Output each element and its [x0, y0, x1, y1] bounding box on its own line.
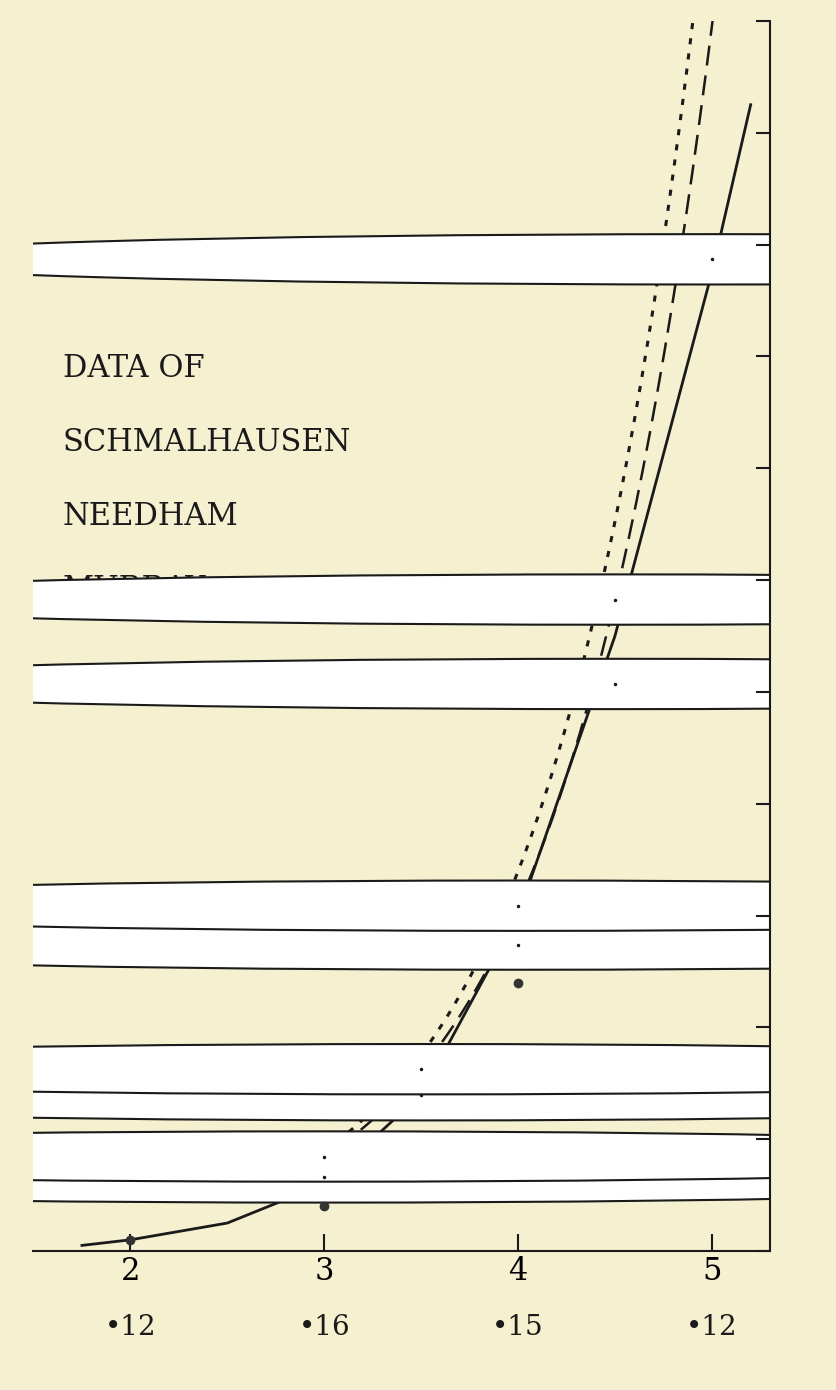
Text: •12: •12	[686, 1314, 737, 1341]
Circle shape	[0, 1131, 836, 1182]
Text: SCHMALHAUSEN: SCHMALHAUSEN	[63, 427, 351, 457]
Text: •15: •15	[492, 1314, 543, 1341]
Text: •16: •16	[298, 1314, 349, 1341]
Text: MURRAY: MURRAY	[63, 574, 206, 606]
Circle shape	[0, 1044, 836, 1094]
Circle shape	[0, 1152, 836, 1202]
Circle shape	[0, 574, 836, 624]
Circle shape	[0, 919, 836, 970]
Circle shape	[0, 880, 836, 931]
Circle shape	[0, 1070, 836, 1120]
Text: •12: •12	[104, 1314, 156, 1341]
Circle shape	[0, 659, 836, 709]
Circle shape	[0, 234, 836, 285]
Text: NEEDHAM: NEEDHAM	[63, 500, 238, 531]
Text: DATA OF: DATA OF	[63, 353, 204, 384]
